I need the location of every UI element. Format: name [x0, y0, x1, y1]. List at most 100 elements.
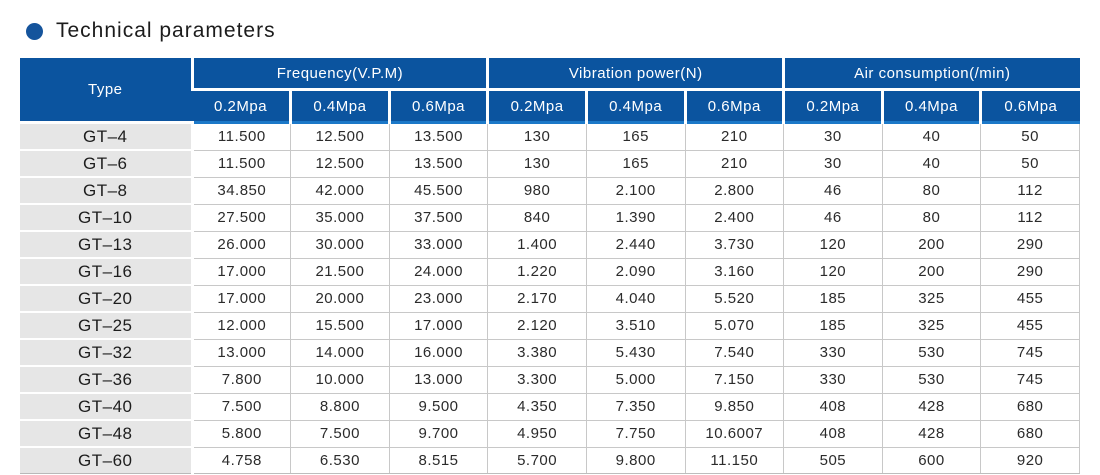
- value-cell: 9.500: [388, 392, 489, 421]
- subheader-frequency-06mpa: 0.6Mpa: [387, 89, 488, 123]
- value-cell: 30: [783, 149, 883, 178]
- value-cell: 35.000: [290, 203, 390, 232]
- value-cell: 30.000: [290, 230, 390, 259]
- value-cell: 680: [980, 419, 1080, 448]
- value-cell: 42.000: [290, 176, 390, 205]
- value-cell: 428: [881, 419, 982, 448]
- value-cell: 9.700: [388, 419, 489, 448]
- value-cell: 2.400: [684, 203, 785, 232]
- table-row: GT–16 17.000 21.500 24.000 1.220 2.090 3.160 12…: [20, 257, 1080, 286]
- value-cell: 15.500: [290, 311, 390, 340]
- value-cell: 325: [881, 311, 982, 340]
- value-cell: 165: [585, 149, 686, 178]
- value-cell: 9.850: [684, 392, 785, 421]
- type-cell: GT–10: [20, 204, 194, 232]
- group-header-frequency: Frequency(V.P.M): [190, 58, 488, 91]
- value-cell: 600: [881, 446, 982, 474]
- table-row: GT–32 13.000 14.000 16.000 3.380 5.430 7.540 33…: [20, 338, 1080, 367]
- subheader-air-02mpa: 0.2Mpa: [782, 89, 883, 123]
- value-cell: 3.300: [487, 365, 587, 394]
- section-title: Technical parameters: [26, 12, 1080, 50]
- table-body: GT–4 11.500 12.500 13.500 130 165 210 30 40 50 GT–…: [20, 121, 1080, 474]
- subheader-air-06mpa: 0.6Mpa: [979, 89, 1080, 123]
- table-row: GT–25 12.000 15.500 17.000 2.120 3.510 5.070 18…: [20, 311, 1080, 340]
- type-cell: GT–40: [20, 393, 194, 421]
- bullet-icon: [26, 22, 43, 40]
- value-cell: 112: [980, 203, 1080, 232]
- value-cell: 14.000: [290, 338, 390, 367]
- table-row: GT–13 26.000 30.000 33.000 1.400 2.440 3.730 12…: [20, 230, 1080, 259]
- value-cell: 3.160: [684, 257, 785, 286]
- value-cell: 130: [487, 121, 587, 151]
- group-header-air-consumption: Air consumption(/min): [782, 58, 1080, 91]
- type-cell: GT–48: [20, 420, 194, 448]
- value-cell: 12.500: [290, 121, 390, 151]
- value-cell: 30: [783, 121, 883, 151]
- value-cell: 330: [783, 365, 883, 394]
- value-cell: 2.090: [585, 257, 686, 286]
- value-cell: 10.6007: [684, 419, 785, 448]
- value-cell: 27.500: [191, 203, 292, 232]
- value-cell: 24.000: [388, 257, 489, 286]
- value-cell: 20.000: [290, 284, 390, 313]
- value-cell: 17.000: [191, 257, 292, 286]
- value-cell: 455: [980, 311, 1080, 340]
- value-cell: 34.850: [191, 176, 292, 205]
- value-cell: 185: [783, 311, 883, 340]
- value-cell: 200: [881, 230, 982, 259]
- type-cell: GT–32: [20, 339, 194, 367]
- value-cell: 428: [881, 392, 982, 421]
- type-cell: GT–36: [20, 366, 194, 394]
- type-cell: GT–6: [20, 150, 194, 178]
- type-cell: GT–8: [20, 177, 194, 205]
- subheader-frequency-04mpa: 0.4Mpa: [289, 89, 390, 123]
- value-cell: 12.500: [290, 149, 390, 178]
- table-row: GT–60 4.758 6.530 8.515 5.700 9.800 11.150 505 6…: [20, 446, 1080, 474]
- value-cell: 2.120: [487, 311, 587, 340]
- value-cell: 5.520: [684, 284, 785, 313]
- value-cell: 11.150: [684, 446, 785, 474]
- subheader-vibration-02mpa: 0.2Mpa: [486, 89, 587, 123]
- value-cell: 13.000: [388, 365, 489, 394]
- value-cell: 3.380: [487, 338, 587, 367]
- value-cell: 10.000: [290, 365, 390, 394]
- table-row: GT–20 17.000 20.000 23.000 2.170 4.040 5.520 18…: [20, 284, 1080, 313]
- value-cell: 210: [684, 149, 785, 178]
- subheader-air-04mpa: 0.4Mpa: [880, 89, 981, 123]
- value-cell: 7.800: [191, 365, 292, 394]
- value-cell: 185: [783, 284, 883, 313]
- value-cell: 5.700: [487, 446, 587, 474]
- value-cell: 2.800: [684, 176, 785, 205]
- value-cell: 9.800: [585, 446, 686, 474]
- subheader-row: 0.2Mpa 0.4Mpa 0.6Mpa 0.2Mpa 0.4Mpa 0.6Mp…: [20, 89, 1080, 123]
- value-cell: 23.000: [388, 284, 489, 313]
- value-cell: 745: [980, 365, 1080, 394]
- value-cell: 13.500: [388, 149, 489, 178]
- value-cell: 745: [980, 338, 1080, 367]
- value-cell: 50: [980, 149, 1080, 178]
- type-cell: GT–4: [20, 121, 194, 151]
- value-cell: 1.400: [487, 230, 587, 259]
- value-cell: 21.500: [290, 257, 390, 286]
- value-cell: 6.530: [290, 446, 390, 474]
- type-cell: GT–16: [20, 258, 194, 286]
- column-header-type: Type: [20, 58, 193, 124]
- value-cell: 12.000: [191, 311, 292, 340]
- value-cell: 17.000: [191, 284, 292, 313]
- value-cell: 120: [783, 230, 883, 259]
- value-cell: 40: [881, 149, 982, 178]
- value-cell: 680: [980, 392, 1080, 421]
- table-row: GT–40 7.500 8.800 9.500 4.350 7.350 9.850 408 42…: [20, 392, 1080, 421]
- value-cell: 80: [881, 203, 982, 232]
- value-cell: 33.000: [388, 230, 489, 259]
- value-cell: 130: [487, 149, 587, 178]
- value-cell: 330: [783, 338, 883, 367]
- value-cell: 7.540: [684, 338, 785, 367]
- value-cell: 290: [980, 230, 1080, 259]
- value-cell: 408: [783, 392, 883, 421]
- value-cell: 408: [783, 419, 883, 448]
- value-cell: 980: [487, 176, 587, 205]
- value-cell: 11.500: [191, 149, 292, 178]
- value-cell: 46: [783, 203, 883, 232]
